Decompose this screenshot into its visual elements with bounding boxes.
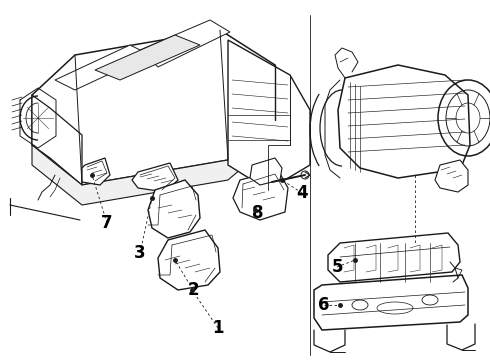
Polygon shape [233, 170, 288, 220]
Text: 8: 8 [252, 204, 264, 222]
Text: 5: 5 [331, 258, 343, 276]
Text: 6: 6 [318, 296, 330, 314]
Polygon shape [140, 20, 230, 67]
Polygon shape [328, 233, 460, 282]
Text: 1: 1 [212, 319, 224, 337]
Polygon shape [148, 180, 200, 238]
Polygon shape [132, 163, 178, 192]
Polygon shape [55, 45, 150, 90]
Polygon shape [158, 230, 220, 290]
Polygon shape [250, 158, 282, 185]
Polygon shape [32, 30, 275, 185]
Text: 2: 2 [187, 281, 199, 299]
Polygon shape [32, 95, 82, 185]
Text: 4: 4 [296, 184, 308, 202]
Text: 3: 3 [134, 244, 146, 262]
Polygon shape [95, 35, 200, 80]
Polygon shape [228, 40, 310, 190]
Polygon shape [82, 158, 110, 185]
Text: 7: 7 [101, 214, 113, 232]
Polygon shape [32, 120, 275, 205]
Polygon shape [338, 65, 470, 178]
Polygon shape [435, 160, 468, 192]
Polygon shape [314, 275, 468, 330]
